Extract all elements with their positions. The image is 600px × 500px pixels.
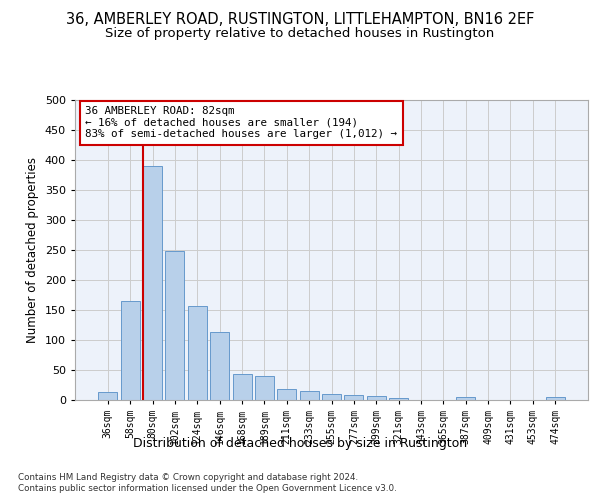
Bar xyxy=(210,332,229,400)
Bar xyxy=(456,397,475,400)
Bar xyxy=(344,395,364,400)
Y-axis label: Number of detached properties: Number of detached properties xyxy=(26,157,39,343)
Bar xyxy=(367,396,386,400)
Text: Size of property relative to detached houses in Rustington: Size of property relative to detached ho… xyxy=(106,28,494,40)
Bar xyxy=(545,397,565,400)
Bar xyxy=(277,389,296,400)
Text: Contains HM Land Registry data © Crown copyright and database right 2024.: Contains HM Land Registry data © Crown c… xyxy=(18,472,358,482)
Bar xyxy=(121,301,140,400)
Bar xyxy=(233,374,251,400)
Text: Distribution of detached houses by size in Rustington: Distribution of detached houses by size … xyxy=(133,438,467,450)
Bar xyxy=(98,392,118,400)
Bar xyxy=(299,391,319,400)
Text: 36 AMBERLEY ROAD: 82sqm
← 16% of detached houses are smaller (194)
83% of semi-d: 36 AMBERLEY ROAD: 82sqm ← 16% of detache… xyxy=(85,106,397,139)
Bar xyxy=(166,251,184,400)
Bar xyxy=(188,306,207,400)
Text: Contains public sector information licensed under the Open Government Licence v3: Contains public sector information licen… xyxy=(18,484,397,493)
Bar xyxy=(143,166,162,400)
Bar xyxy=(255,376,274,400)
Bar xyxy=(322,394,341,400)
Text: 36, AMBERLEY ROAD, RUSTINGTON, LITTLEHAMPTON, BN16 2EF: 36, AMBERLEY ROAD, RUSTINGTON, LITTLEHAM… xyxy=(66,12,534,28)
Bar xyxy=(389,398,408,400)
